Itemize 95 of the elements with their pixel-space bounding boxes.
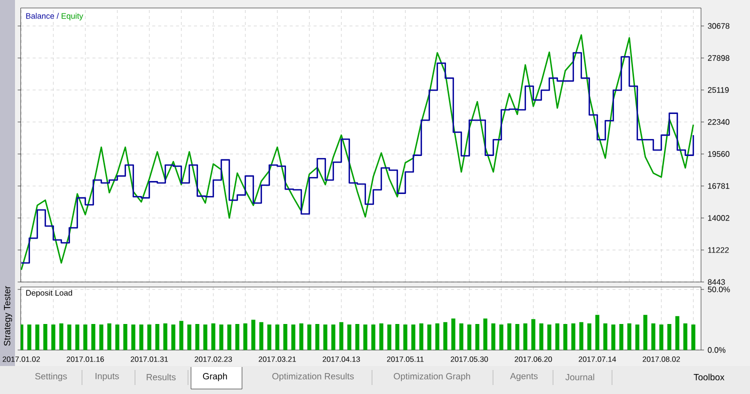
bar (627, 323, 632, 350)
text: Strategy Tester (4, 286, 12, 346)
bar (195, 324, 200, 350)
bar (307, 324, 312, 350)
bar (139, 324, 144, 350)
bar (587, 323, 592, 350)
bar (603, 323, 608, 350)
bar (123, 324, 128, 350)
bar (347, 324, 352, 350)
bar (427, 324, 432, 350)
bar (243, 323, 248, 350)
bar (219, 324, 224, 350)
bar (27, 324, 32, 350)
bar (523, 323, 528, 350)
bar (619, 324, 624, 350)
bar (179, 320, 184, 350)
bar (419, 323, 424, 350)
text: Optimization Graph (394, 372, 470, 382)
bar (563, 324, 568, 350)
bar (395, 324, 400, 350)
bar (651, 323, 656, 350)
bar (659, 324, 664, 350)
bar (171, 324, 176, 350)
bar (20, 324, 24, 350)
bar (331, 324, 336, 350)
bar (459, 323, 464, 350)
bar (43, 324, 48, 350)
bar (371, 324, 376, 350)
bar (291, 324, 296, 350)
bar (75, 324, 80, 350)
text: Agents (510, 372, 538, 382)
bar (267, 324, 272, 350)
text: Graph (203, 372, 227, 382)
bar (251, 320, 256, 350)
bar (675, 316, 680, 350)
bar (595, 314, 600, 350)
bar (491, 323, 496, 350)
bar (235, 324, 240, 350)
bar (163, 323, 168, 350)
bar (211, 323, 216, 350)
bar (387, 324, 392, 350)
bar (155, 324, 160, 350)
bar (515, 324, 520, 350)
bar (107, 323, 112, 350)
bar (483, 318, 488, 350)
bar (403, 324, 408, 350)
bar (643, 314, 648, 350)
bar (507, 323, 512, 350)
bar (547, 324, 552, 350)
text: Journal (565, 374, 594, 380)
bar (275, 324, 280, 350)
bar (51, 324, 56, 350)
bar (91, 324, 96, 350)
bar (283, 324, 288, 350)
text: Inputs (96, 372, 119, 382)
bar (379, 323, 384, 350)
bar (131, 324, 136, 350)
bar (203, 324, 208, 350)
bar (411, 324, 416, 350)
bar (147, 324, 152, 350)
bar (667, 324, 672, 350)
bar (323, 324, 328, 350)
bar (499, 324, 504, 350)
bar (227, 324, 232, 350)
text: Settings (35, 372, 67, 382)
bar (467, 324, 472, 350)
bar (299, 323, 304, 350)
bar (539, 323, 544, 350)
bar (579, 322, 584, 350)
bar (635, 324, 640, 350)
bar (611, 324, 616, 350)
bar (435, 323, 440, 350)
bar (115, 324, 120, 350)
bar (451, 318, 456, 350)
bar (99, 324, 104, 350)
bar (443, 322, 448, 350)
bar (35, 324, 40, 350)
text: Optimization Results (272, 372, 354, 382)
bar (67, 324, 72, 350)
bar (555, 323, 560, 350)
text: Toolbox (694, 374, 724, 380)
bar (363, 324, 368, 350)
bar (571, 323, 576, 350)
bar (83, 324, 88, 350)
bar (531, 319, 536, 350)
bar (259, 322, 264, 350)
bar (315, 324, 320, 350)
bar (355, 324, 360, 350)
bar (475, 324, 480, 350)
bar (187, 324, 192, 350)
bar (683, 323, 688, 350)
bar (339, 322, 344, 350)
bar (59, 323, 64, 350)
bar (691, 324, 696, 350)
text: Results (146, 374, 176, 380)
